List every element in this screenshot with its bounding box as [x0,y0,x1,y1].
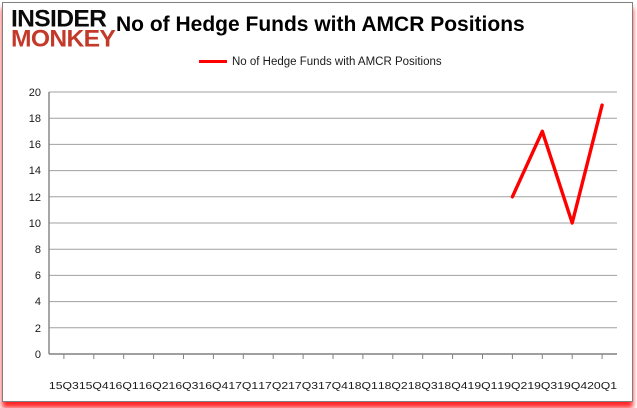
svg-text:17Q3: 17Q3 [288,381,318,392]
svg-text:17Q4: 17Q4 [318,381,348,392]
svg-text:18Q2: 18Q2 [378,381,408,392]
svg-text:0: 0 [35,349,41,361]
svg-text:18: 18 [29,113,41,125]
svg-text:4: 4 [35,296,41,308]
svg-text:2: 2 [35,323,41,335]
svg-text:19Q3: 19Q3 [527,381,557,392]
svg-text:17Q1: 17Q1 [228,381,258,392]
svg-text:19Q1: 19Q1 [468,381,498,392]
svg-text:18Q3: 18Q3 [408,381,438,392]
svg-text:16Q2: 16Q2 [139,381,169,392]
svg-text:6: 6 [35,270,41,282]
svg-text:15Q4: 15Q4 [79,381,109,392]
svg-text:19Q4: 19Q4 [557,381,587,392]
svg-text:20Q1: 20Q1 [587,381,617,392]
svg-text:16Q4: 16Q4 [198,381,228,392]
svg-text:20: 20 [29,87,41,99]
svg-text:14: 14 [29,165,41,177]
svg-text:18Q1: 18Q1 [348,381,378,392]
svg-text:16Q3: 16Q3 [169,381,199,392]
svg-text:16: 16 [29,139,41,151]
svg-text:10: 10 [29,218,41,230]
svg-text:16Q1: 16Q1 [109,381,139,392]
svg-text:17Q2: 17Q2 [258,381,288,392]
svg-text:15Q3: 15Q3 [49,381,79,392]
svg-text:19Q2: 19Q2 [497,381,527,392]
svg-text:12: 12 [29,192,41,204]
svg-text:8: 8 [35,244,41,256]
svg-text:18Q4: 18Q4 [438,381,468,392]
